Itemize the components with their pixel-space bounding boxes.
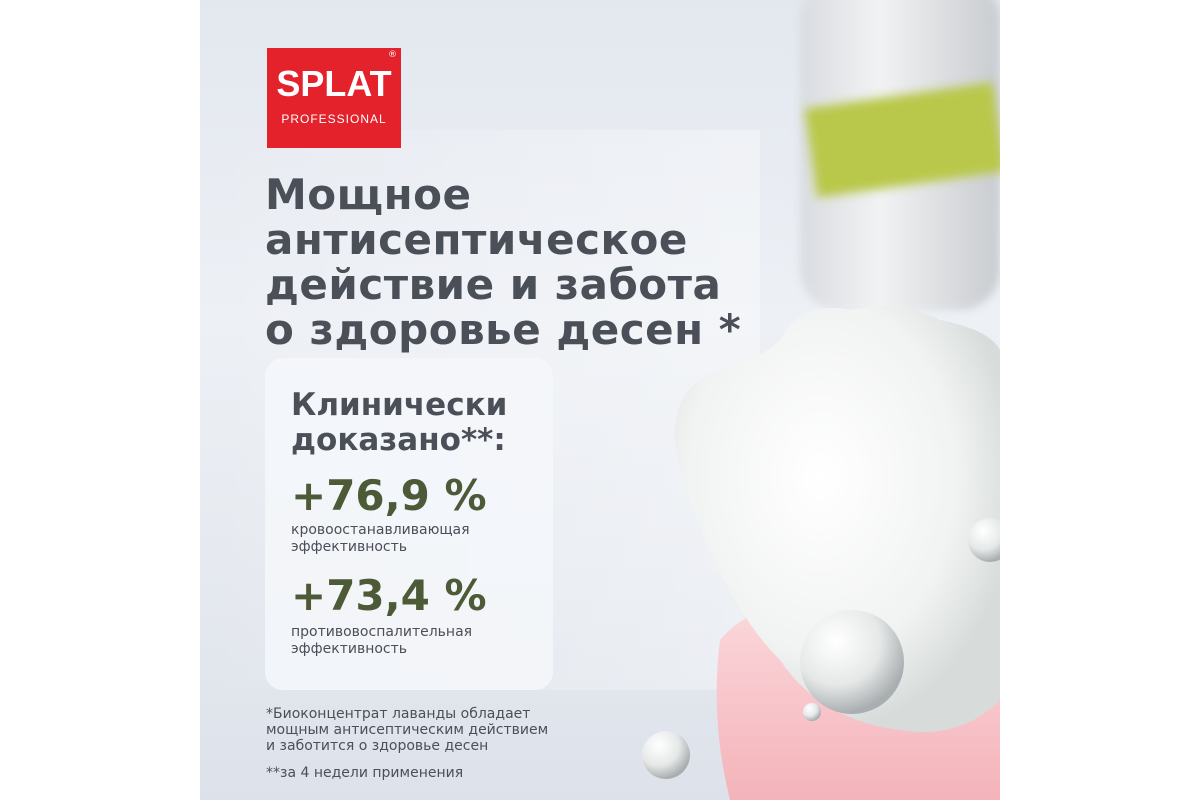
product-banner: ® SPLAT PROFESSIONAL Мощное антисептичес… — [200, 0, 1000, 800]
card-title: Клинически доказано**: — [291, 388, 507, 458]
card-title-line: доказано**: — [291, 422, 506, 458]
pearl — [803, 703, 821, 721]
headline-line: антисептическое — [265, 215, 688, 264]
footnote-1: *Биоконцентрат лаванды обладает мощным а… — [266, 706, 548, 754]
logo-brand: SPLAT — [276, 63, 392, 104]
footnote-line: *Биоконцентрат лаванды обладает — [266, 706, 531, 722]
headline-line: Мощное — [265, 170, 472, 219]
stat-label-line: кровоостанавливающая — [291, 522, 470, 538]
splat-logo: ® SPLAT PROFESSIONAL — [267, 48, 401, 148]
pearl — [800, 610, 904, 714]
registered-mark: ® — [388, 50, 397, 60]
headline-line: о здоровье десен * — [265, 305, 742, 354]
stat-value: +73,4 % — [291, 571, 487, 620]
tooth-illustration — [642, 306, 1000, 800]
headline-line: действие и забота — [265, 260, 722, 309]
stat-label-line: противовоспалительная — [291, 624, 473, 640]
card-title-line: Клинически — [291, 387, 508, 423]
footnote-line: мощным антисептическим действием — [266, 722, 549, 738]
footnote-line: **за 4 недели применения — [266, 765, 464, 781]
stat-label-line: эффективность — [291, 641, 408, 657]
pearl — [642, 731, 690, 779]
stat-label-line: эффективность — [291, 539, 408, 555]
footnote-line: и заботится о здоровье десен — [266, 738, 489, 754]
stat-label: кровоостанавливающая эффективность — [291, 522, 470, 556]
pearl — [968, 518, 1000, 562]
logo-sub: PROFESSIONAL — [281, 112, 387, 126]
headline: Мощное антисептическое действие и забота… — [265, 172, 825, 352]
footnote-2: **за 4 недели применения — [266, 765, 463, 781]
stat-value: +76,9 % — [291, 471, 487, 520]
stat-label: противовоспалительная эффективность — [291, 624, 472, 658]
clinical-results-card: Клинически доказано**: +76,9 % кровооста… — [265, 358, 553, 690]
tooth-shape — [675, 306, 1000, 732]
